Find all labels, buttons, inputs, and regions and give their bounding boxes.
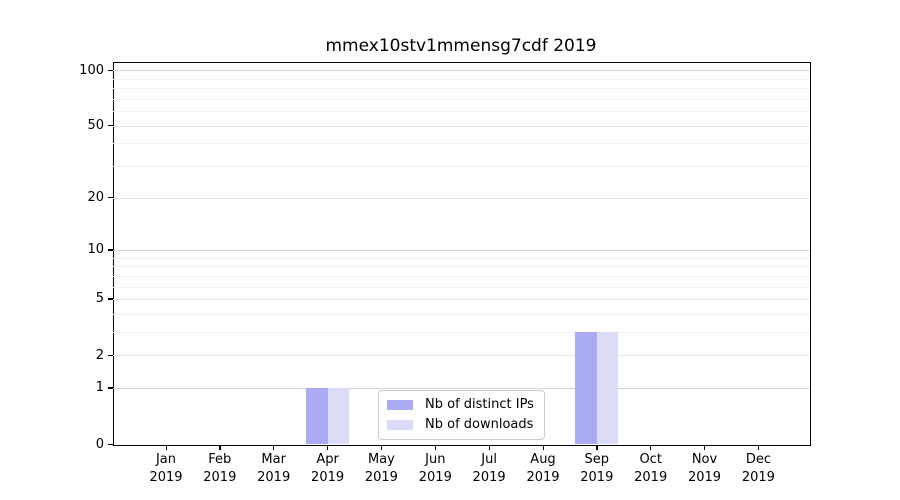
x-tick-dec (757, 445, 760, 451)
x-tick-sep (596, 445, 598, 451)
y-tick-100 (108, 69, 113, 72)
x-tick-may (380, 445, 383, 451)
y-tick-20 (108, 197, 113, 199)
gridline-30 (113, 166, 809, 167)
gridline-100 (113, 70, 809, 72)
gridline-40 (113, 143, 809, 145)
y-tick-0 (108, 443, 113, 445)
x-tick-label-mar: Mar 2019 (257, 452, 291, 485)
x-tick-label-may: May 2019 (364, 452, 398, 485)
gridline-60 (113, 111, 809, 113)
x-tick-label-jan: Jan 2019 (149, 452, 183, 485)
y-tick-label-0: 0 (95, 436, 104, 452)
x-tick-nov (704, 445, 706, 451)
y-tick-1 (108, 387, 113, 389)
legend: Nb of distinct IPs Nb of downloads (378, 390, 545, 440)
x-tick-jun (434, 445, 437, 451)
x-tick-label-jun: Jun 2019 (418, 452, 452, 485)
y-tick-label-1: 1 (95, 380, 104, 396)
gridline-90 (113, 78, 809, 80)
x-tick-label-nov: Nov 2019 (687, 452, 722, 485)
x-tick-aug (542, 445, 544, 451)
gridline-7 (113, 275, 809, 277)
x-tick-jul (488, 445, 490, 451)
x-tick-label-feb: Feb 2019 (203, 452, 237, 485)
y-tick-label-10: 10 (87, 242, 104, 258)
gridline-8 (113, 266, 809, 268)
y-tick-5 (108, 298, 113, 300)
gridline-2 (113, 355, 809, 357)
x-tick-label-sep: Sep 2019 (580, 452, 614, 485)
gridline-1 (113, 387, 809, 389)
bar-distinct-ips-apr (305, 387, 328, 444)
bar-distinct-ips-sep (575, 331, 597, 444)
x-tick-label-aug: Aug 2019 (526, 452, 560, 485)
x-tick-label-oct: Oct 2019 (634, 452, 668, 485)
y-tick-label-5: 5 (95, 291, 104, 307)
bar-downloads-sep (596, 331, 619, 444)
gridline-70 (113, 98, 809, 100)
x-tick-label-dec: Dec 2019 (741, 452, 775, 485)
bar-downloads-apr (327, 387, 350, 444)
gridline-50 (113, 125, 809, 127)
y-tick-label-50: 50 (87, 118, 104, 134)
x-tick-mar (273, 445, 275, 451)
gridline-3 (113, 331, 809, 333)
legend-item-distinct-ips: Nb of distinct IPs (387, 396, 534, 413)
legend-swatch-distinct-ips (387, 399, 413, 410)
legend-item-downloads: Nb of downloads (387, 416, 534, 433)
x-tick-label-jul: Jul 2019 (472, 452, 506, 485)
y-tick-label-2: 2 (95, 347, 104, 363)
chart-title: mmex10stv1mmensg7cdf 2019 (325, 36, 597, 56)
x-tick-label-apr: Apr 2019 (311, 452, 345, 485)
x-tick-jan (165, 445, 167, 451)
gridline-9 (113, 257, 809, 259)
y-tick-10 (108, 249, 113, 251)
y-tick-2 (108, 354, 113, 356)
x-tick-feb (219, 445, 221, 451)
gridline-6 (113, 286, 809, 288)
gridline-5 (113, 298, 809, 300)
y-tick-50 (108, 125, 113, 127)
legend-swatch-downloads (387, 419, 413, 430)
x-tick-oct (650, 445, 652, 451)
y-tick-label-20: 20 (87, 190, 104, 205)
legend-label-downloads: Nb of downloads (425, 417, 534, 432)
y-tick-label-100: 100 (79, 62, 104, 78)
gridline-20 (113, 197, 809, 199)
legend-label-distinct-ips: Nb of distinct IPs (425, 397, 534, 412)
gridline-80 (113, 88, 809, 90)
x-tick-apr (327, 445, 329, 451)
gridline-4 (113, 313, 809, 315)
gridline-10 (113, 249, 809, 251)
